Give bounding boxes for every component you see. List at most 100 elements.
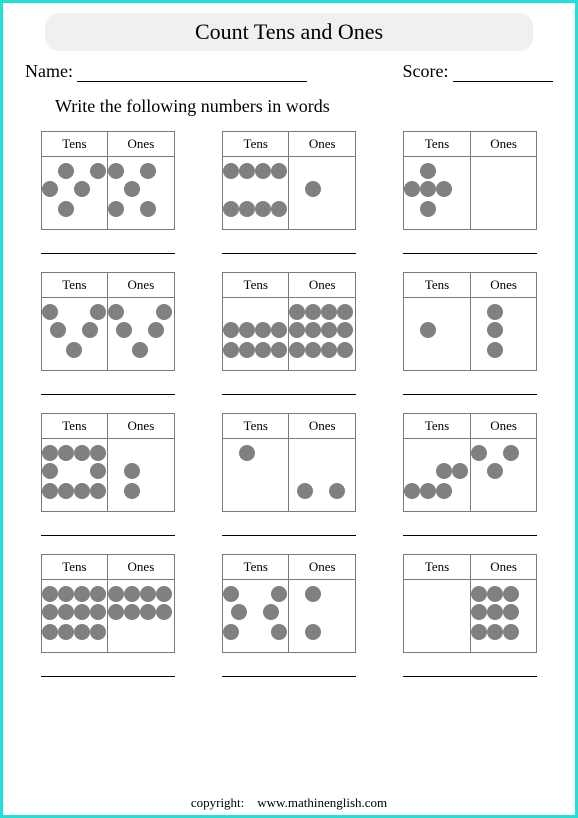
ones-header: Ones [289,414,355,438]
pv-dots [404,298,536,370]
place-value-box: TensOnes [41,554,175,653]
dot-icon [271,201,287,217]
ones-column [108,580,174,652]
answer-blank[interactable] [403,240,537,254]
dot-icon [90,445,106,461]
place-value-box: TensOnes [222,413,356,512]
ones-header: Ones [289,132,355,156]
answer-blank[interactable] [222,522,356,536]
ones-column [289,157,355,229]
dot-icon [231,604,247,620]
tens-column [42,157,109,229]
ones-header: Ones [471,414,537,438]
dot-icon [42,624,58,640]
problem-cell: TensOnes [37,554,178,683]
dot-icon [239,445,255,461]
dot-icon [471,604,487,620]
answer-blank[interactable] [41,381,175,395]
dot-icon [337,342,353,358]
answer-blank[interactable] [403,381,537,395]
name-blank[interactable] [77,62,307,82]
tens-column [404,439,471,511]
dot-icon [487,304,503,320]
dot-icon [420,201,436,217]
pv-headers: TensOnes [223,555,355,580]
ones-column [289,298,355,370]
score-blank[interactable] [453,62,553,82]
dot-icon [223,322,239,338]
dot-icon [297,483,313,499]
tens-header: Tens [42,273,109,297]
dot-icon [58,163,74,179]
dot-icon [487,586,503,602]
ones-column [108,157,174,229]
ones-header: Ones [471,273,537,297]
score-field[interactable]: Score: [403,61,553,82]
dot-icon [337,304,353,320]
dot-icon [321,304,337,320]
dot-icon [74,604,90,620]
tens-column [42,298,109,370]
dot-icon [223,163,239,179]
answer-blank[interactable] [403,522,537,536]
dot-icon [223,624,239,640]
pv-dots [223,157,355,229]
dot-icon [404,181,420,197]
answer-blank[interactable] [222,381,356,395]
place-value-box: TensOnes [41,272,175,371]
dot-icon [271,322,287,338]
place-value-box: TensOnes [403,554,537,653]
pv-headers: TensOnes [404,414,536,439]
answer-blank[interactable] [403,663,537,677]
dot-icon [148,322,164,338]
answer-blank[interactable] [41,240,175,254]
dot-icon [503,586,519,602]
ones-column [289,439,355,511]
name-field[interactable]: Name: [25,61,307,82]
problem-cell: TensOnes [37,413,178,542]
answer-blank[interactable] [222,663,356,677]
dot-icon [124,463,140,479]
dot-icon [337,322,353,338]
dot-icon [58,586,74,602]
answer-blank[interactable] [41,522,175,536]
problem-cell: TensOnes [400,131,541,260]
dot-icon [321,342,337,358]
dot-icon [471,586,487,602]
dot-icon [90,463,106,479]
dot-icon [321,322,337,338]
dot-icon [223,586,239,602]
ones-header: Ones [108,414,174,438]
problem-cell: TensOnes [218,131,359,260]
dot-icon [404,483,420,499]
dot-icon [42,463,58,479]
problem-cell: TensOnes [37,272,178,401]
ones-column [289,580,355,652]
dot-icon [305,586,321,602]
dot-icon [140,586,156,602]
dot-icon [58,201,74,217]
problem-cell: TensOnes [218,554,359,683]
place-value-box: TensOnes [403,131,537,230]
pv-dots [404,580,536,652]
answer-blank[interactable] [41,663,175,677]
dot-icon [42,304,58,320]
dot-icon [90,624,106,640]
pv-dots [223,580,355,652]
dot-icon [487,463,503,479]
tens-header: Tens [223,132,290,156]
dot-icon [124,586,140,602]
dot-icon [471,445,487,461]
answer-blank[interactable] [222,240,356,254]
dot-icon [90,163,106,179]
dot-icon [124,604,140,620]
dot-icon [124,483,140,499]
dot-icon [108,586,124,602]
tens-header: Tens [42,414,109,438]
dot-icon [239,342,255,358]
dot-icon [108,304,124,320]
ones-column [108,298,174,370]
dot-icon [305,322,321,338]
pv-dots [223,439,355,511]
tens-column [223,298,290,370]
